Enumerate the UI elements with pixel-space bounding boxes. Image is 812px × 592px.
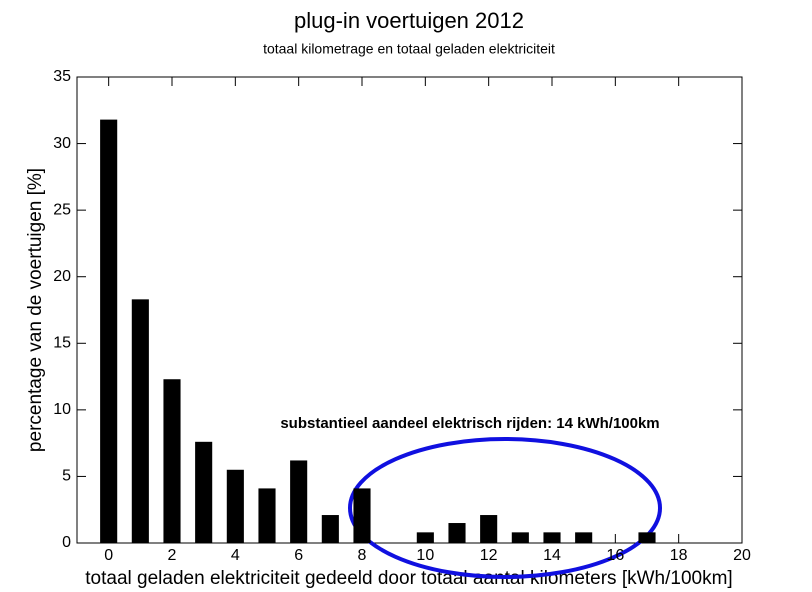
x-tick-label: 8 <box>358 547 367 564</box>
chart-subtitle: totaal kilometrage en totaal geladen ele… <box>263 41 555 57</box>
annotation: substantieel aandeel elektrisch rijden: … <box>280 415 659 432</box>
x-tick-label: 2 <box>168 547 177 564</box>
x-tick-label: 16 <box>606 547 624 564</box>
bar <box>575 532 593 543</box>
y-tick-label: 30 <box>53 135 71 152</box>
chart-title: plug-in voertuigen 2012 <box>294 8 524 33</box>
x-tick-label: 20 <box>733 547 751 564</box>
bar <box>195 441 213 543</box>
x-tick-label: 10 <box>416 547 434 564</box>
bar <box>448 523 466 543</box>
x-tick-label: 18 <box>670 547 688 564</box>
x-axis-label: totaal geladen elektriciteit gedeeld doo… <box>85 568 732 589</box>
bar <box>416 532 434 543</box>
y-tick-label: 25 <box>53 201 71 218</box>
bar <box>100 119 118 543</box>
bar <box>480 515 498 543</box>
x-tick-label: 14 <box>543 547 561 564</box>
y-axis-label: percentage van de voertuigen [%] <box>25 168 46 452</box>
bar <box>131 299 149 543</box>
y-tick-label: 0 <box>62 534 71 551</box>
x-tick-label: 6 <box>294 547 303 564</box>
y-tick-label: 20 <box>53 268 71 285</box>
highlight-ellipse <box>348 437 662 579</box>
y-tick-label: 15 <box>53 335 71 352</box>
bar <box>226 469 244 543</box>
bar <box>638 532 656 543</box>
bar <box>290 460 308 543</box>
x-tick-label: 4 <box>231 547 240 564</box>
bar <box>258 488 276 543</box>
bar <box>163 379 181 543</box>
bar <box>543 532 561 543</box>
bar <box>353 488 371 543</box>
y-tick-label: 10 <box>53 401 71 418</box>
x-tick-label: 12 <box>480 547 498 564</box>
bar <box>321 515 339 543</box>
bar <box>511 532 529 543</box>
plot-frame <box>76 76 743 544</box>
y-tick-label: 5 <box>62 468 71 485</box>
x-tick-label: 0 <box>104 547 113 564</box>
y-tick-label: 35 <box>53 68 71 85</box>
